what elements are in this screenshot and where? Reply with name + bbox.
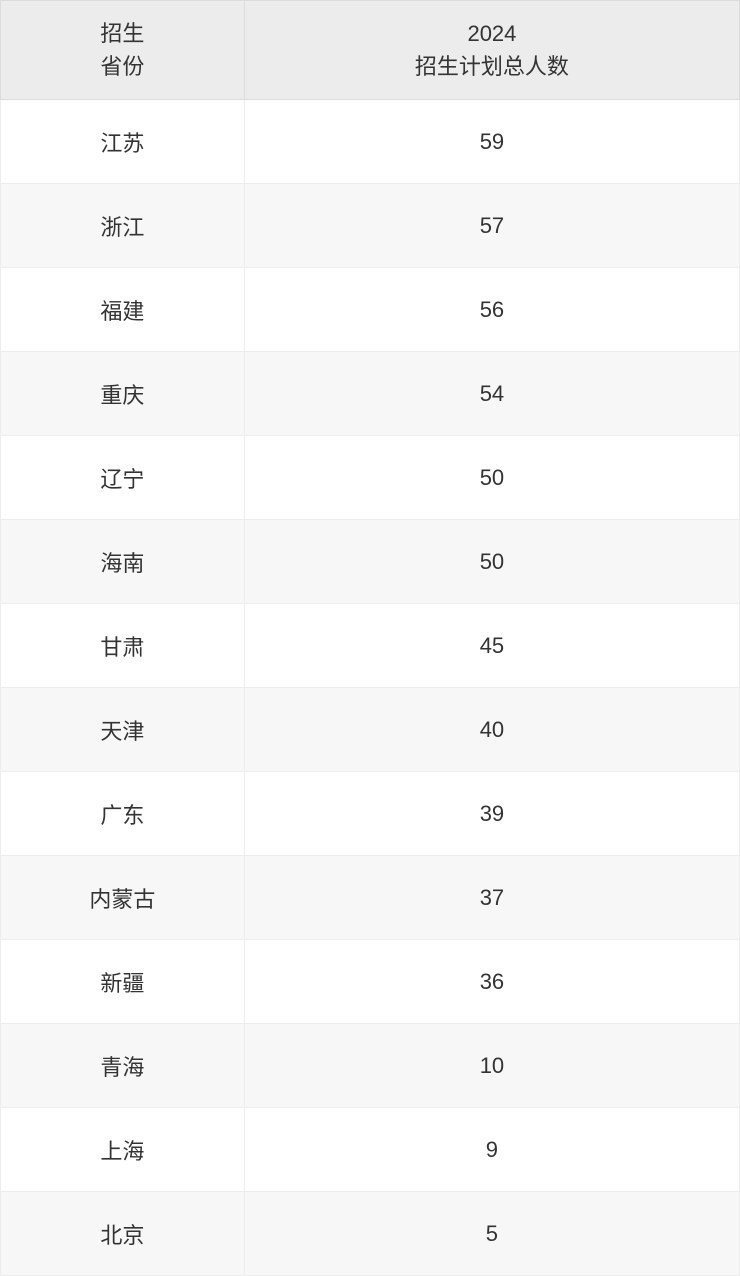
cell-province: 广东: [1, 772, 245, 856]
table-row: 辽宁 50: [1, 436, 740, 520]
table-row: 北京 5: [1, 1192, 740, 1276]
cell-province: 海南: [1, 520, 245, 604]
cell-count: 57: [244, 184, 739, 268]
header-count-line1: 2024: [467, 21, 516, 46]
cell-province: 北京: [1, 1192, 245, 1276]
cell-province: 天津: [1, 688, 245, 772]
table-header-row: 招生 省份 2024 招生计划总人数: [1, 1, 740, 100]
header-count-line2: 招生计划总人数: [415, 54, 569, 79]
table-row: 福建 56: [1, 268, 740, 352]
table-row: 天津 40: [1, 688, 740, 772]
cell-province: 上海: [1, 1108, 245, 1192]
cell-count: 56: [244, 268, 739, 352]
cell-count: 54: [244, 352, 739, 436]
table-row: 青海 10: [1, 1024, 740, 1108]
cell-count: 39: [244, 772, 739, 856]
cell-province: 重庆: [1, 352, 245, 436]
cell-count: 40: [244, 688, 739, 772]
cell-count: 5: [244, 1192, 739, 1276]
cell-province: 江苏: [1, 100, 245, 184]
cell-count: 50: [244, 520, 739, 604]
cell-province: 浙江: [1, 184, 245, 268]
table-row: 甘肃 45: [1, 604, 740, 688]
table-row: 海南 50: [1, 520, 740, 604]
cell-count: 37: [244, 856, 739, 940]
cell-count: 9: [244, 1108, 739, 1192]
table-row: 江苏 59: [1, 100, 740, 184]
cell-count: 10: [244, 1024, 739, 1108]
cell-count: 45: [244, 604, 739, 688]
table-row: 内蒙古 37: [1, 856, 740, 940]
cell-count: 59: [244, 100, 739, 184]
table-row: 上海 9: [1, 1108, 740, 1192]
cell-count: 50: [244, 436, 739, 520]
cell-province: 青海: [1, 1024, 245, 1108]
cell-province: 福建: [1, 268, 245, 352]
table-row: 浙江 57: [1, 184, 740, 268]
cell-province: 甘肃: [1, 604, 245, 688]
header-province: 招生 省份: [1, 1, 245, 100]
table-row: 重庆 54: [1, 352, 740, 436]
enrollment-table: 招生 省份 2024 招生计划总人数 江苏 59 浙江 57 福建 56 重庆 …: [0, 0, 740, 1276]
cell-province: 内蒙古: [1, 856, 245, 940]
header-province-line2: 省份: [100, 54, 144, 79]
cell-count: 36: [244, 940, 739, 1024]
table-row: 广东 39: [1, 772, 740, 856]
table-row: 新疆 36: [1, 940, 740, 1024]
header-count: 2024 招生计划总人数: [244, 1, 739, 100]
header-province-line1: 招生: [100, 21, 144, 46]
cell-province: 辽宁: [1, 436, 245, 520]
table-body: 江苏 59 浙江 57 福建 56 重庆 54 辽宁 50 海南 50 甘肃 4…: [1, 100, 740, 1276]
cell-province: 新疆: [1, 940, 245, 1024]
